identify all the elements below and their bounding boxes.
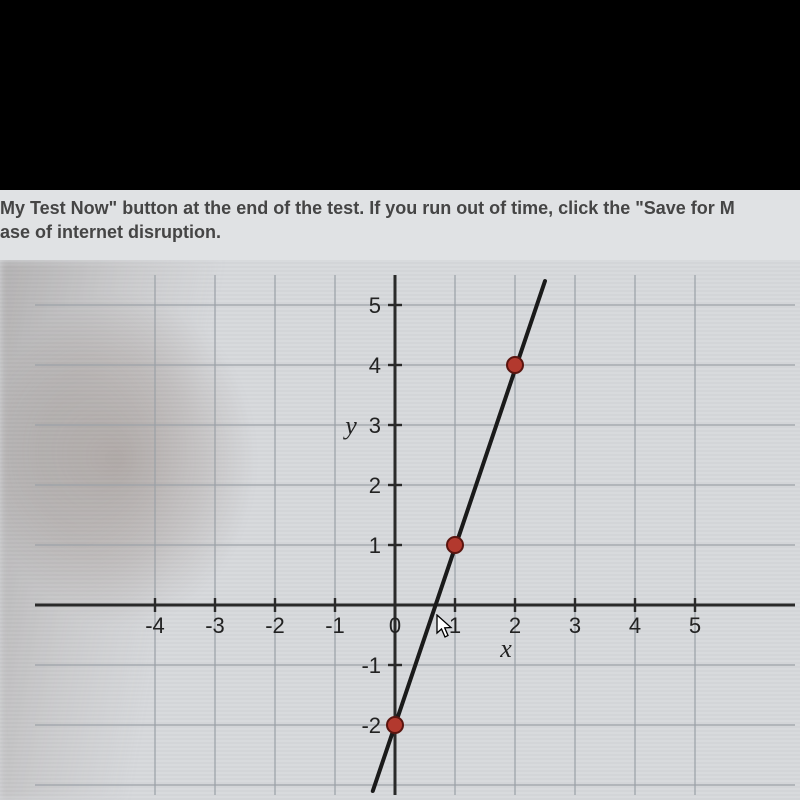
x-tick-label: -3 (205, 613, 225, 638)
y-axis-label: y (342, 411, 357, 440)
x-tick-label: 0 (389, 613, 401, 638)
y-tick-label: 4 (369, 353, 381, 378)
y-tick-label: 5 (369, 293, 381, 318)
x-tick-label: -2 (265, 613, 285, 638)
x-tick-label: -4 (145, 613, 165, 638)
data-point-marker (447, 537, 463, 553)
x-tick-label: 4 (629, 613, 641, 638)
y-tick-label: 2 (369, 473, 381, 498)
data-point-marker (387, 717, 403, 733)
x-axis-label: x (499, 634, 512, 663)
black-letterbox-top (0, 0, 800, 190)
x-tick-label: 3 (569, 613, 581, 638)
y-tick-label: -1 (361, 653, 381, 678)
y-tick-label: 1 (369, 533, 381, 558)
y-tick-label: 3 (369, 413, 381, 438)
x-tick-label: 1 (449, 613, 461, 638)
x-tick-label: -1 (325, 613, 345, 638)
screenshot-frame: My Test Now" button at the end of the te… (0, 0, 800, 800)
x-tick-label: 5 (689, 613, 701, 638)
data-point-marker (507, 357, 523, 373)
y-tick-label: -2 (361, 713, 381, 738)
coordinate-plane-chart: -4-3-2-1012345-2-112345xy (35, 275, 795, 795)
instruction-line-1: My Test Now" button at the end of the te… (0, 198, 735, 218)
instruction-strip: My Test Now" button at the end of the te… (0, 190, 800, 260)
instruction-line-2: ase of internet disruption. (0, 222, 221, 242)
